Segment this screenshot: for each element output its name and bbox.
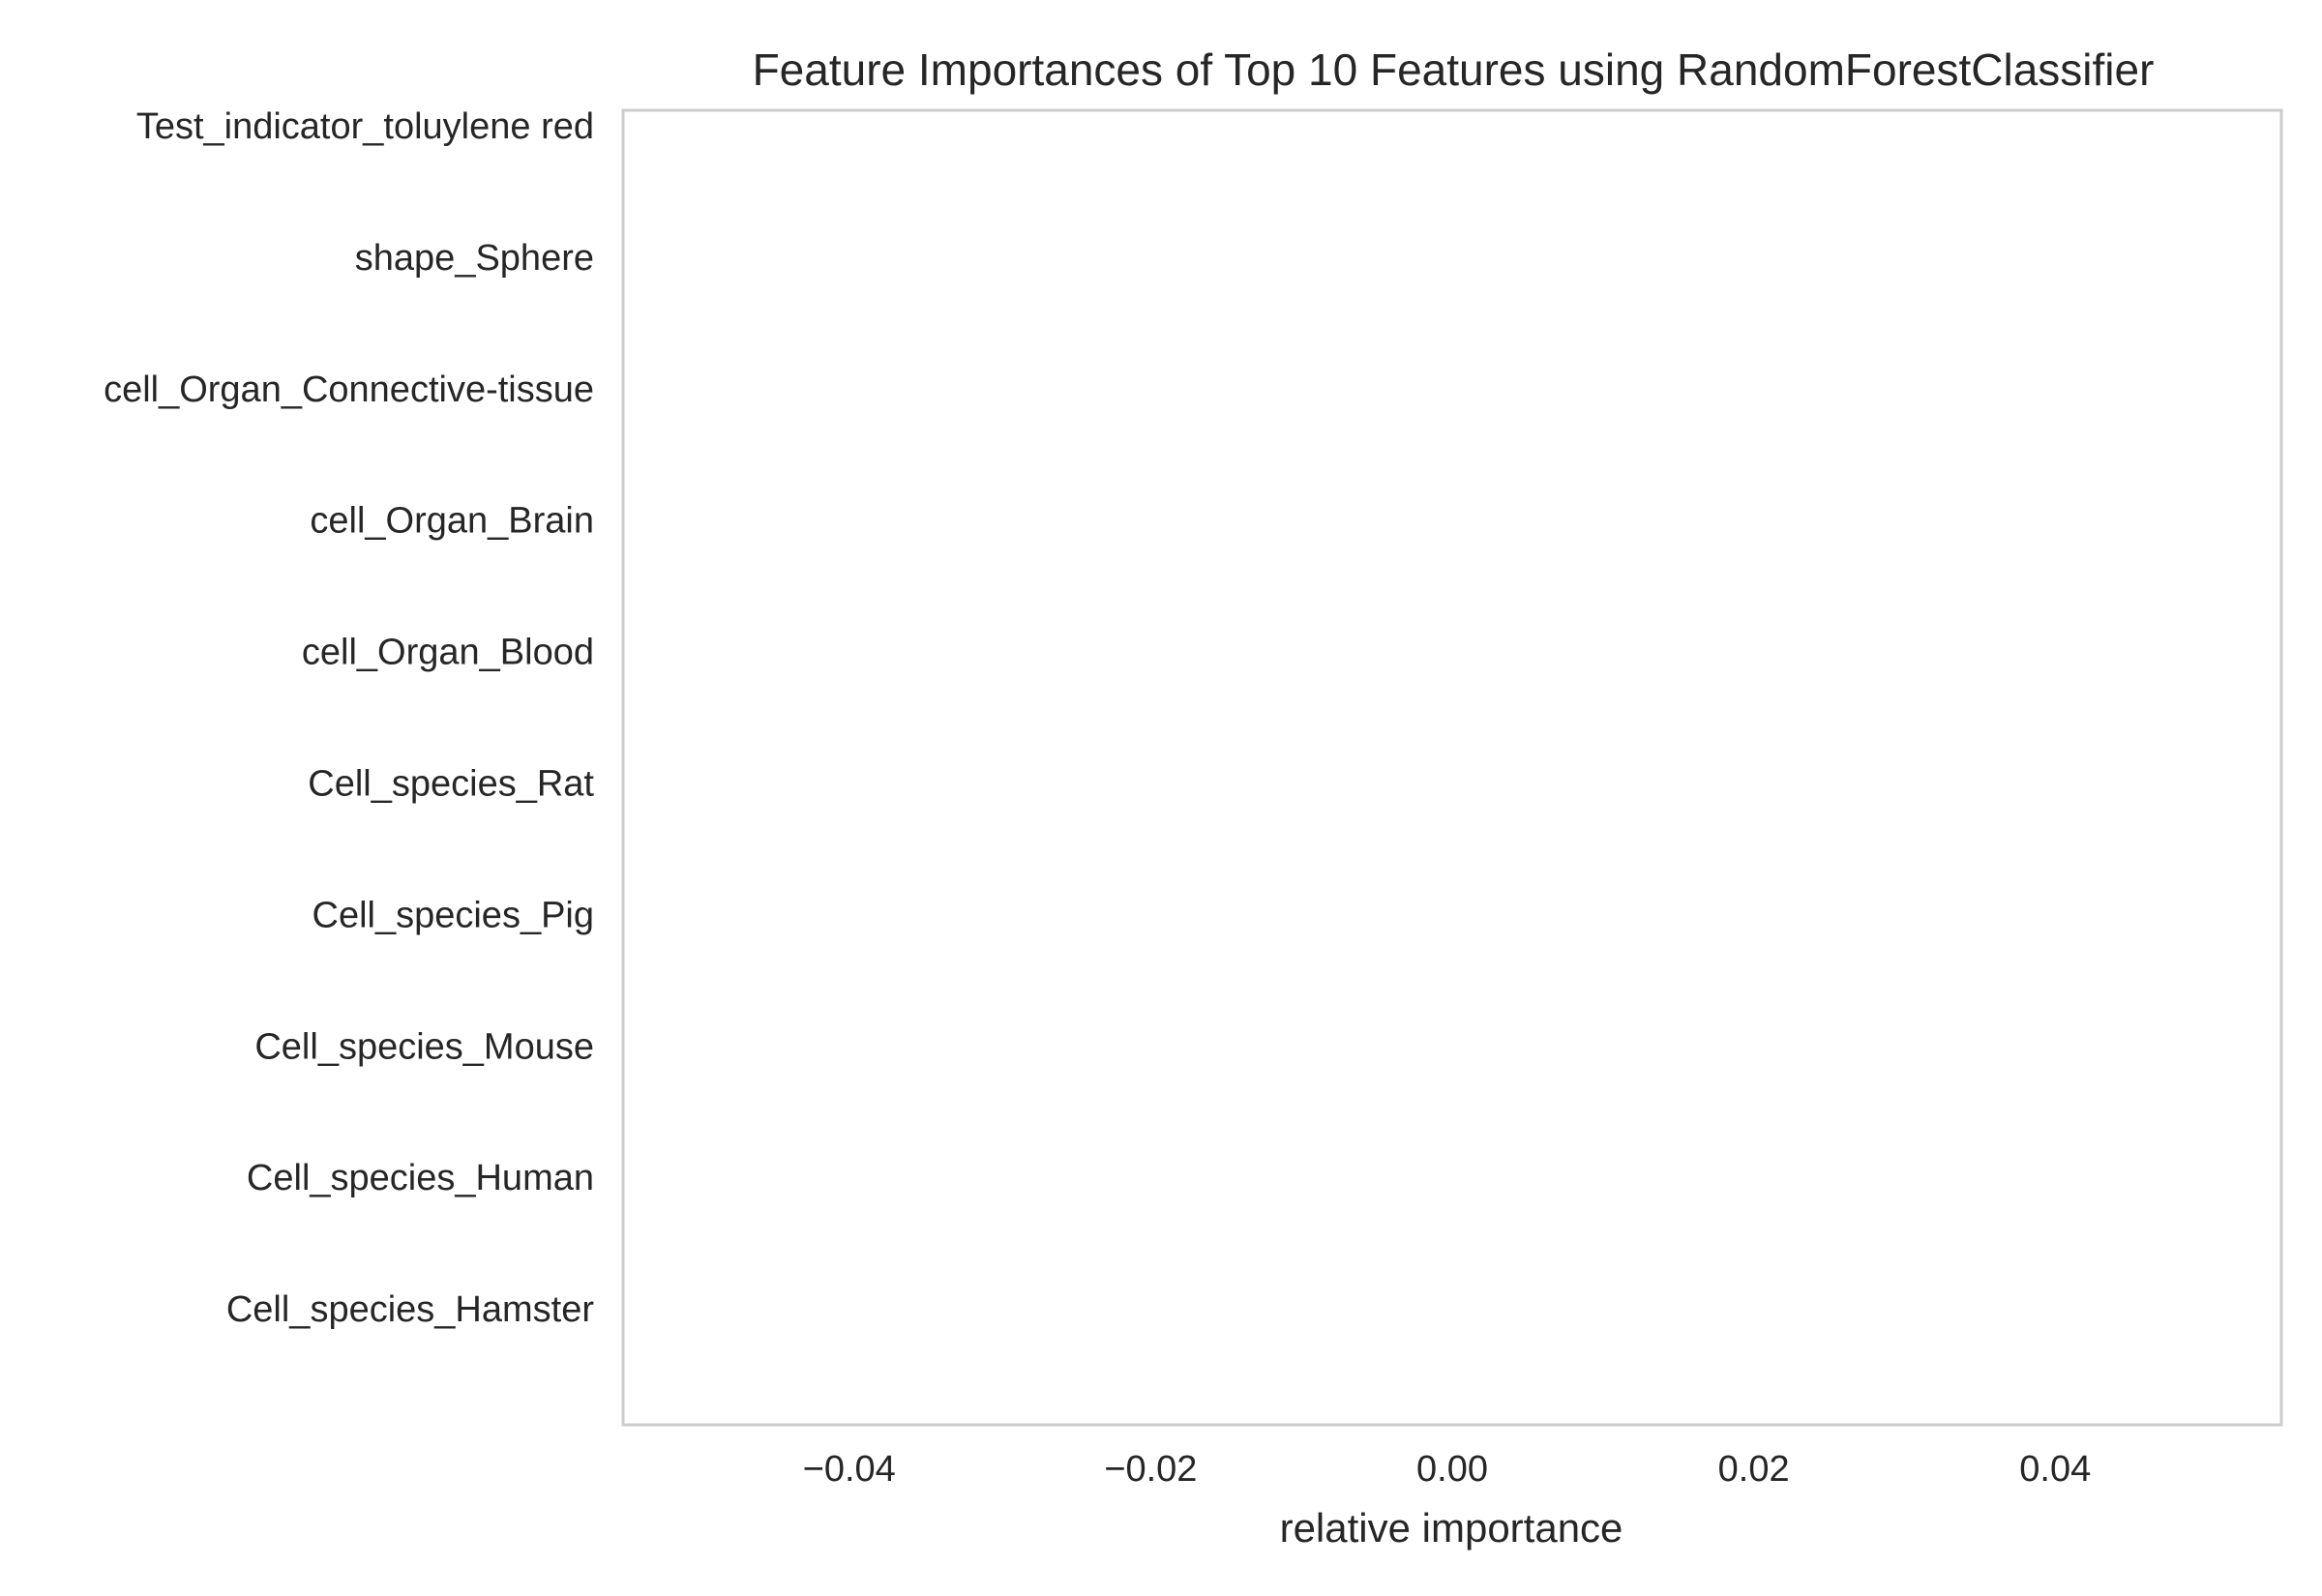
y-tick-label: Test_indicator_toluylene red [136,106,594,147]
y-tick-label: Cell_species_Hamster [226,1289,594,1330]
y-tick-label: Cell_species_Human [247,1158,594,1198]
chart-title: Feature Importances of Top 10 Features u… [753,44,2155,95]
x-tick-label: −0.02 [1104,1449,1197,1490]
plot-area [621,108,2283,1427]
y-tick-label: Cell_species_Rat [308,763,594,804]
y-axis-tick-labels: Test_indicator_toluylene red shape_Sphere… [104,106,594,1330]
y-tick-label: cell_Organ_Brain [310,501,594,542]
y-tick-label: Cell_species_Pig [313,895,595,935]
x-tick-label: 0.00 [1416,1449,1488,1490]
y-tick-label: Cell_species_Mouse [254,1026,594,1067]
x-tick-label: 0.04 [2019,1449,2091,1490]
x-axis-label: relative importance [1280,1505,1623,1551]
x-tick-label: −0.04 [803,1449,896,1490]
y-tick-label: cell_Organ_Blood [302,633,594,673]
x-tick-label: 0.02 [1718,1449,1790,1490]
x-axis-tick-labels: −0.04 −0.02 0.00 0.02 0.04 [803,1449,2092,1490]
y-tick-label: cell_Organ_Connective-tissue [104,369,594,410]
y-tick-label: shape_Sphere [355,238,594,279]
